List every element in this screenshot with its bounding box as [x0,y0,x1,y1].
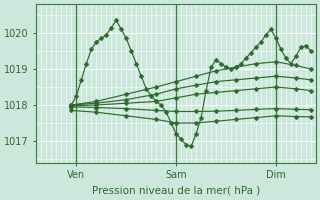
X-axis label: Pression niveau de la mer( hPa ): Pression niveau de la mer( hPa ) [92,186,260,196]
